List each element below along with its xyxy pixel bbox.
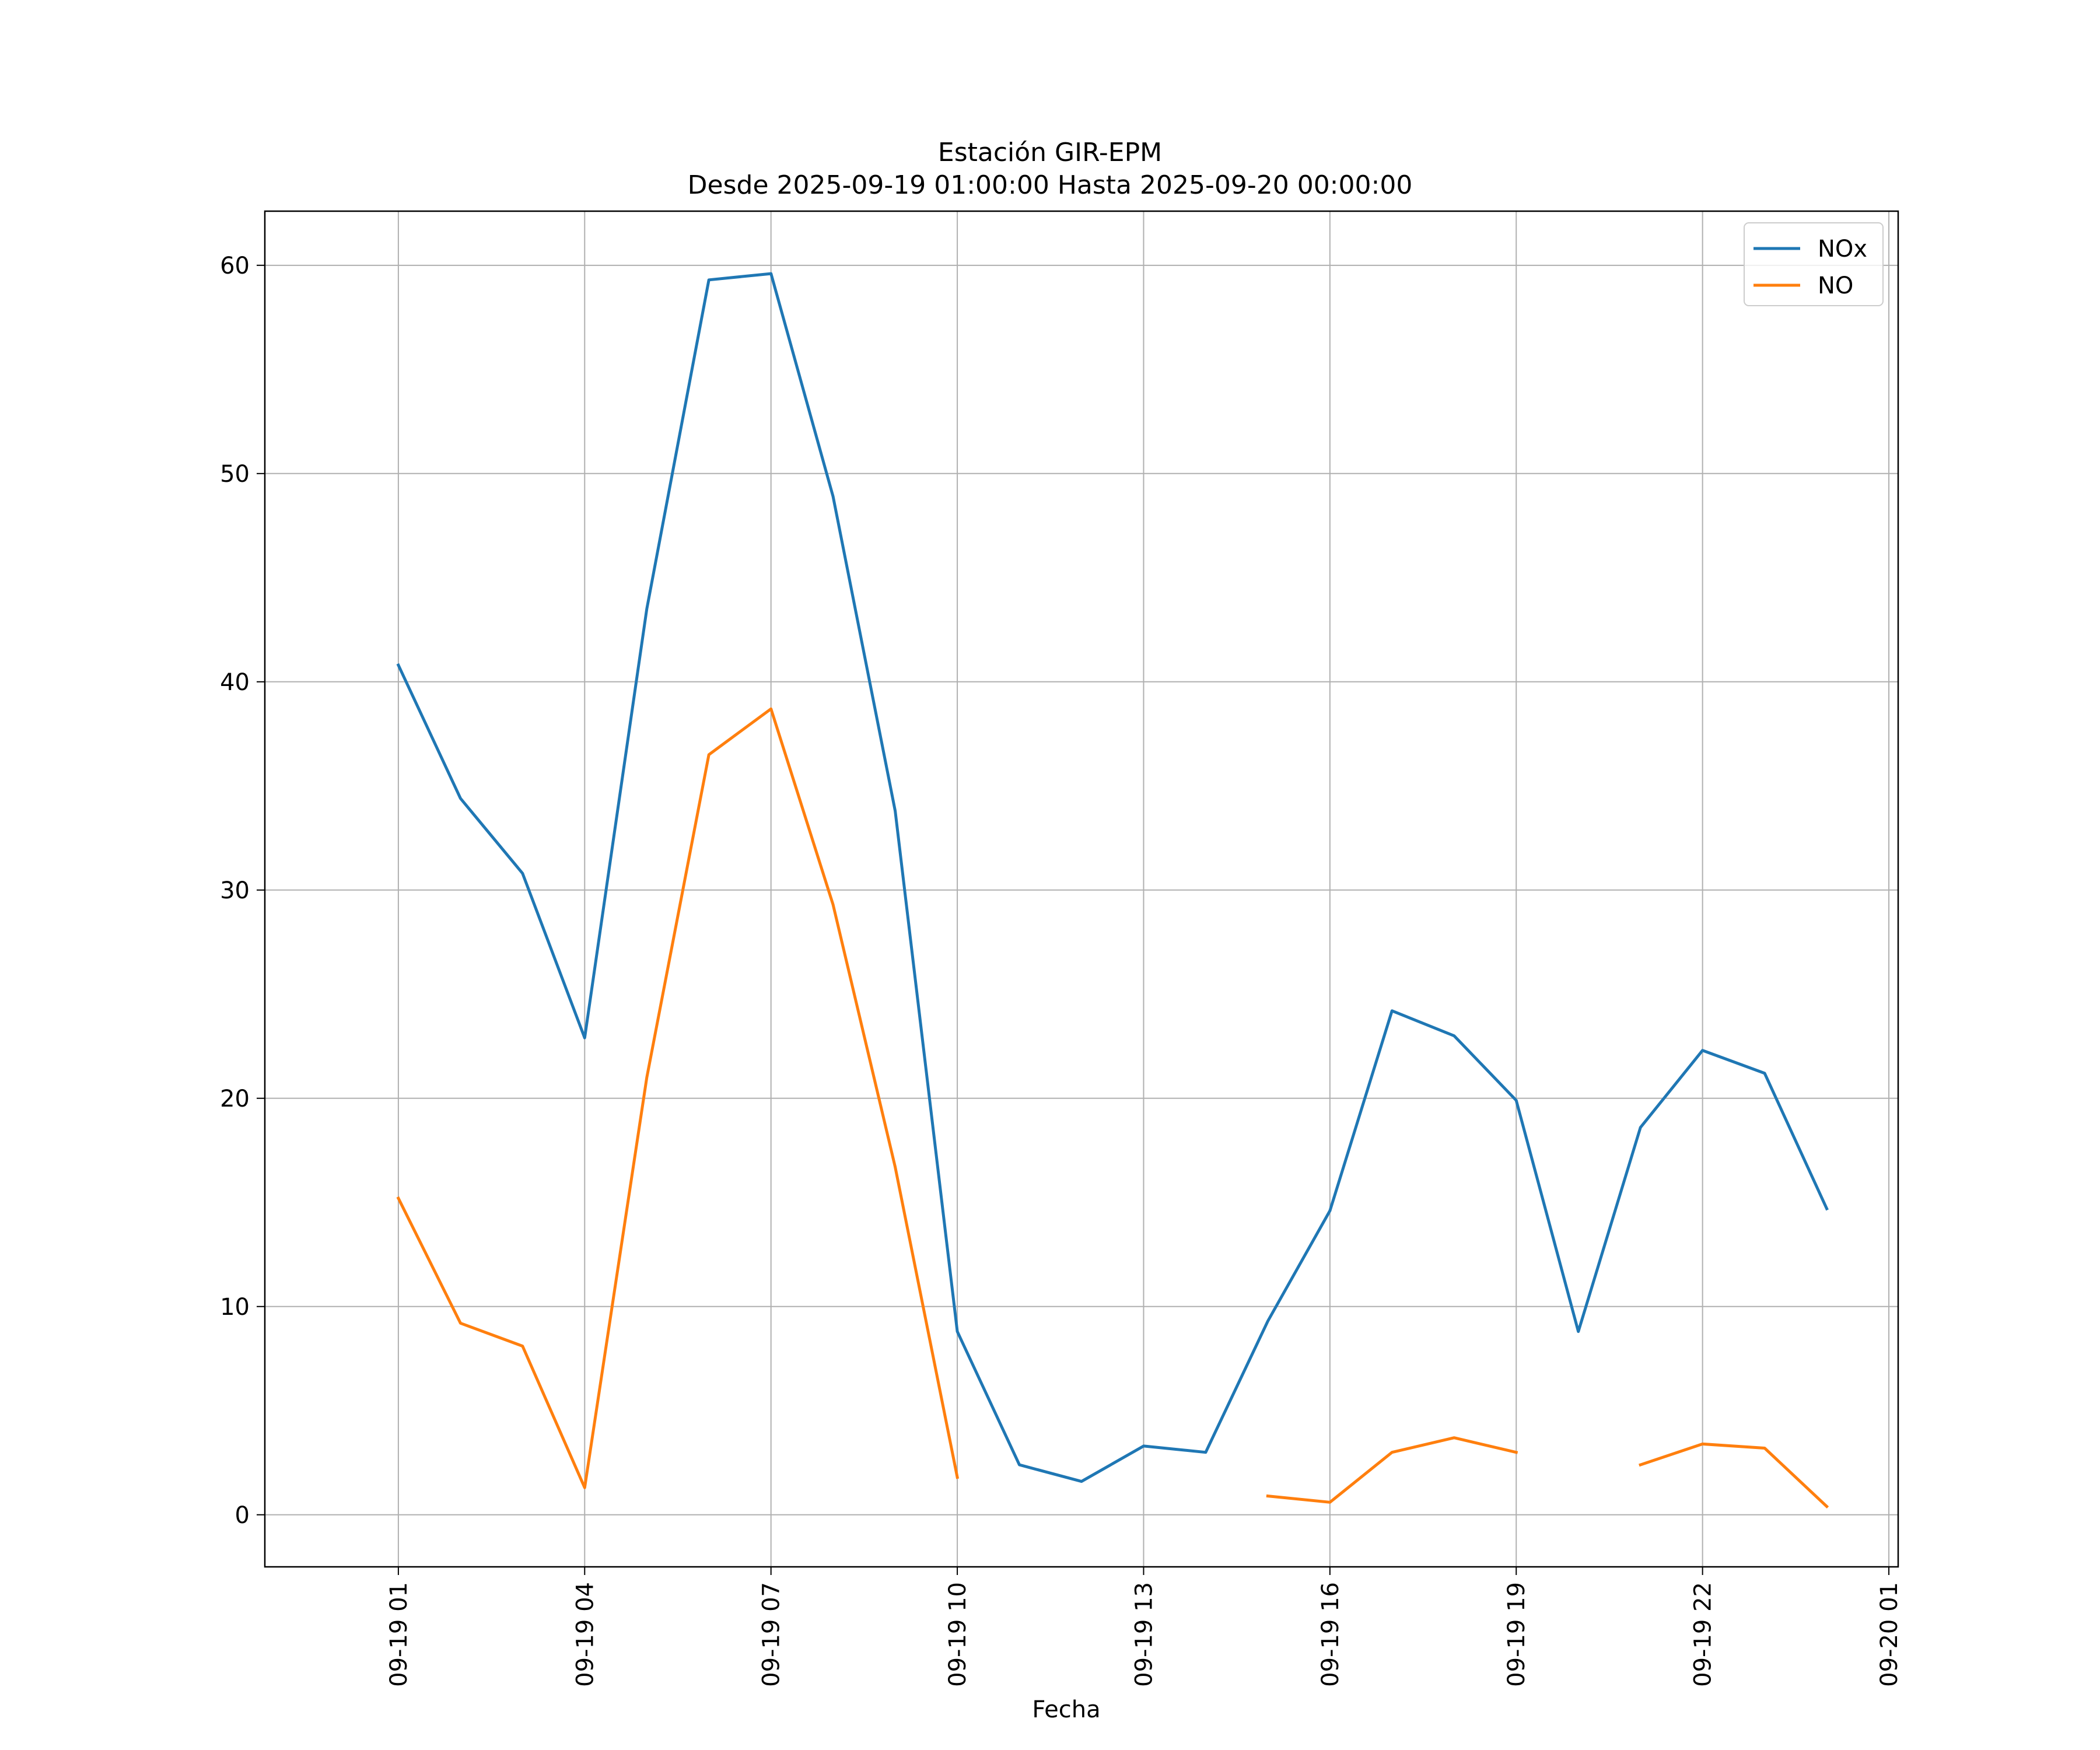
plot-frame — [264, 210, 1899, 1568]
legend-label-no: NO — [1818, 272, 1853, 299]
y-tick-label: 40 — [220, 669, 250, 696]
x-tick-label: 09-19 13 — [1130, 1582, 1157, 1687]
legend-label-nox: NOx — [1818, 236, 1867, 262]
series-lines — [396, 272, 1829, 1509]
axis-ticks: 09-19 01 09-19 04 09-19 07 09-19 10 09-19 13… — [220, 253, 1903, 1687]
y-tick-label: 20 — [220, 1086, 250, 1112]
series-line-nox — [396, 272, 1829, 1483]
y-tick-label: 10 — [220, 1294, 250, 1321]
grid — [265, 211, 1898, 1567]
y-tick-label: 0 — [235, 1502, 250, 1529]
legend: NOx NO — [1744, 222, 1884, 306]
y-tick-label: 60 — [220, 253, 250, 279]
x-tick-label: 09-19 22 — [1690, 1582, 1717, 1687]
x-tick-label: 09-19 01 — [386, 1582, 412, 1687]
x-tick-label: 09-20 01 — [1876, 1582, 1903, 1687]
chart-title: Estación GIR-EPM — [937, 138, 1163, 167]
y-tick-label: 50 — [220, 461, 250, 488]
x-tick-label: 09-19 19 — [1503, 1582, 1530, 1687]
x-tick-label: 09-19 04 — [572, 1582, 598, 1687]
series-line-no — [396, 707, 1829, 1509]
x-tick-label: 09-19 16 — [1317, 1582, 1344, 1687]
x-tick-label: 09-19 07 — [758, 1582, 785, 1687]
x-axis-label: Fecha — [1032, 1696, 1101, 1723]
y-tick-label: 30 — [220, 877, 250, 904]
x-tick-label: 09-19 10 — [944, 1582, 971, 1687]
chart-subtitle: Desde 2025-09-19 01:00:00 Hasta 2025-09-… — [687, 170, 1413, 200]
